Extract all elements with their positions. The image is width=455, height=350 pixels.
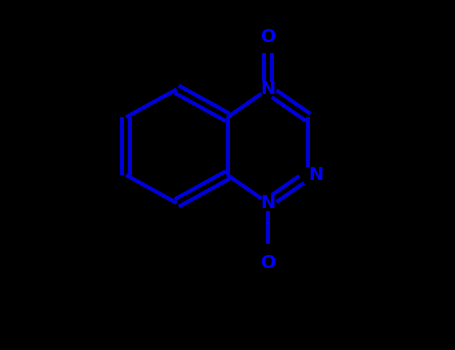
Text: N: N xyxy=(308,166,323,184)
Text: O: O xyxy=(260,28,275,46)
Text: O: O xyxy=(260,253,275,272)
Text: N: N xyxy=(260,80,275,98)
Text: N: N xyxy=(260,194,275,212)
